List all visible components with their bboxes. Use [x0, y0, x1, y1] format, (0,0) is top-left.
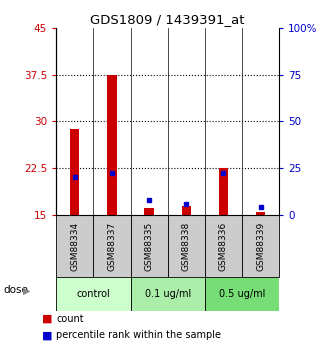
Bar: [205, 215, 242, 277]
Text: percentile rank within the sample: percentile rank within the sample: [56, 331, 221, 340]
Text: GSM88337: GSM88337: [108, 221, 117, 271]
Text: ■: ■: [42, 331, 52, 340]
Text: control: control: [76, 289, 110, 299]
Text: 0.5 ug/ml: 0.5 ug/ml: [219, 289, 265, 299]
Bar: [242, 215, 279, 277]
Title: GDS1809 / 1439391_at: GDS1809 / 1439391_at: [91, 13, 245, 27]
Bar: [219, 168, 228, 215]
Bar: [56, 215, 93, 277]
Text: ■: ■: [42, 314, 52, 324]
Bar: [107, 75, 117, 215]
Bar: [205, 277, 279, 311]
Text: ▶: ▶: [23, 286, 30, 295]
Bar: [56, 277, 131, 311]
Text: count: count: [56, 314, 84, 324]
Bar: [70, 129, 79, 215]
Bar: [168, 215, 205, 277]
Bar: [182, 206, 191, 215]
Text: dose: dose: [3, 286, 28, 295]
Text: GSM88335: GSM88335: [145, 221, 154, 271]
Text: GSM88339: GSM88339: [256, 221, 265, 271]
Bar: [144, 208, 154, 215]
Text: 0.1 ug/ml: 0.1 ug/ml: [144, 289, 191, 299]
Bar: [131, 215, 168, 277]
Bar: [93, 215, 131, 277]
Bar: [131, 277, 205, 311]
Text: GSM88334: GSM88334: [70, 221, 79, 271]
Bar: [256, 212, 265, 215]
Text: GSM88336: GSM88336: [219, 221, 228, 271]
Text: GSM88338: GSM88338: [182, 221, 191, 271]
